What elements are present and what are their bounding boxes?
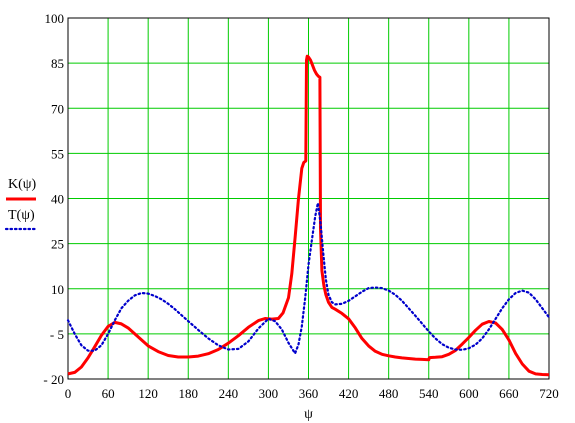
x-tick-label: 0 <box>65 386 72 401</box>
x-tick-label: 300 <box>259 386 279 401</box>
legend-label-t: T(ψ) <box>8 208 35 223</box>
series-line-t <box>66 201 551 355</box>
x-tick-label: 420 <box>339 386 359 401</box>
y-tick-label: 55 <box>51 146 64 161</box>
y-tick-label: 25 <box>51 237 64 252</box>
x-tick-label: 360 <box>299 386 319 401</box>
y-tick-label: 85 <box>51 56 64 71</box>
x-tick-label: 600 <box>459 386 479 401</box>
plot-frame <box>67 17 550 380</box>
y-tick-label: - 5 <box>50 327 64 342</box>
y-tick-label: 40 <box>51 192 64 207</box>
legend-label-k: K(ψ) <box>8 177 37 192</box>
grid <box>68 18 549 379</box>
x-tick-label: 660 <box>499 386 519 401</box>
series <box>66 54 551 377</box>
x-tick-label: 480 <box>379 386 399 401</box>
x-tick-label: 540 <box>419 386 439 401</box>
x-tick-label: 120 <box>138 386 158 401</box>
x-axis-label: ψ <box>304 407 313 422</box>
x-tick-label: 720 <box>539 386 559 401</box>
y-tick-label: 70 <box>51 101 64 116</box>
series-line-k <box>67 54 550 377</box>
x-tick-label: 60 <box>102 386 115 401</box>
y-tick-label: - 20 <box>43 372 64 387</box>
legend: K(ψ) T(ψ) <box>4 177 38 231</box>
x-tick-label: 240 <box>219 386 239 401</box>
y-tick-label: 10 <box>51 282 64 297</box>
x-tick-label: 180 <box>179 386 199 401</box>
y-tick-label: 100 <box>45 11 65 26</box>
tick-labels: 0 60 120 180 240 300 360 420 480 540 600 660 720 - 20… <box>43 11 558 401</box>
